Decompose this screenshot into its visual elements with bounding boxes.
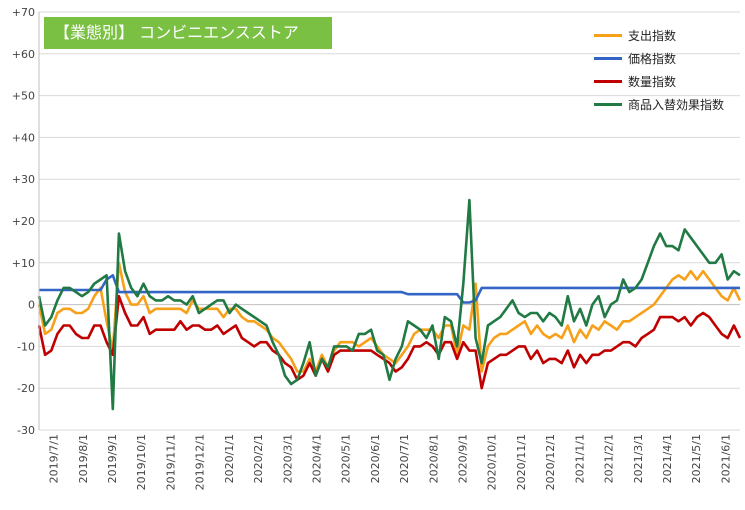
series-line-1	[39, 273, 740, 304]
x-tick-label: 2020/8/1	[427, 434, 440, 483]
y-tick-label: +70	[12, 6, 35, 19]
y-axis-tick-labels: +70 +60 +50 +40 +30 +20 +10 0 -10 -20 -30	[12, 6, 35, 437]
x-tick-label: 2020/1/1	[223, 434, 236, 483]
y-tick-label: +50	[12, 90, 35, 103]
y-tick-label: -30	[17, 424, 35, 437]
x-tick-label: 2019/11/1	[164, 434, 177, 490]
y-tick-label: +40	[12, 131, 35, 144]
series-lines	[37, 198, 742, 411]
legend-item-quantity: 数量指数	[594, 70, 724, 93]
legend-label-expenditure: 支出指数	[628, 29, 677, 43]
legend-label-quantity: 数量指数	[628, 75, 677, 89]
legend-swatch-replacement	[594, 103, 622, 106]
y-tick-label: +20	[12, 215, 35, 228]
gridlines	[39, 11, 740, 431]
x-tick-label: 2021/6/1	[719, 434, 732, 483]
x-axis-tick-labels: 2019/7/1 2019/8/1 2019/9/1 2019/10/1 2019/11…	[48, 434, 733, 490]
x-tick-label: 2020/11/1	[515, 434, 528, 490]
y-tick-label: -10	[17, 340, 35, 353]
x-tick-label: 2020/4/1	[310, 434, 323, 483]
x-tick-label: 2020/3/1	[281, 434, 294, 483]
x-tick-label: 2021/5/1	[690, 434, 703, 483]
legend-swatch-quantity	[594, 80, 622, 83]
x-tick-label: 2020/5/1	[340, 434, 353, 483]
legend-item-expenditure: 支出指数	[594, 24, 724, 47]
series-line-2	[37, 294, 742, 390]
series-line-3	[37, 198, 741, 411]
x-tick-label: 2021/4/1	[661, 434, 674, 483]
x-tick-label: 2021/1/1	[573, 434, 586, 483]
x-tick-label: 2019/10/1	[135, 434, 148, 490]
y-tick-label: 0	[28, 299, 35, 312]
x-tick-label: 2021/2/1	[603, 434, 616, 483]
y-tick-label: +60	[12, 48, 35, 61]
y-tick-label: +10	[12, 257, 35, 270]
legend-swatch-expenditure	[594, 34, 622, 37]
legend: 支出指数 価格指数 数量指数 商品入替効果指数	[594, 24, 724, 116]
legend-swatch-price	[594, 57, 622, 60]
x-tick-label: 2019/7/1	[48, 434, 61, 483]
x-tick-label: 2020/7/1	[398, 434, 411, 483]
x-tick-label: 2019/9/1	[106, 434, 119, 483]
series-line-0	[37, 261, 742, 373]
legend-item-replacement: 商品入替効果指数	[594, 93, 724, 116]
x-tick-label: 2020/6/1	[369, 434, 382, 483]
x-tick-label: 2020/9/1	[457, 434, 470, 483]
x-tick-label: 2020/10/1	[486, 434, 499, 490]
y-tick-label: -20	[17, 382, 35, 395]
legend-item-price: 価格指数	[594, 47, 724, 70]
x-tick-label: 2020/2/1	[252, 434, 265, 483]
y-tick-label: +30	[12, 173, 35, 186]
legend-label-price: 価格指数	[628, 52, 677, 66]
x-tick-label: 2021/3/1	[632, 434, 645, 483]
chart-title: 【業態別】 コンビニエンスストア	[44, 17, 332, 49]
legend-label-replacement: 商品入替効果指数	[628, 98, 725, 112]
x-tick-label: 2019/12/1	[194, 434, 207, 490]
x-tick-label: 2019/8/1	[77, 434, 90, 483]
x-tick-label: 2020/12/1	[544, 434, 557, 490]
